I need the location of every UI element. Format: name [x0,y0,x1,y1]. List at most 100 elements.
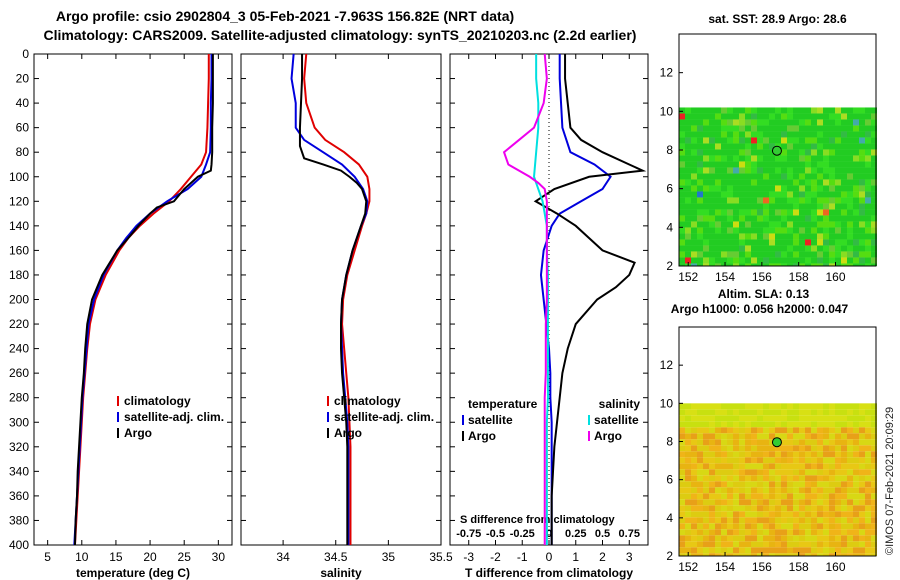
map-cell [751,137,757,144]
map-cell [823,161,829,168]
map-cell [847,119,853,126]
map-cell [835,179,841,186]
map-cell [769,107,775,114]
map-cell [847,409,853,416]
map-cell [817,445,823,452]
map-cell [715,137,721,144]
map-cell [829,535,835,542]
map-cell [751,487,757,494]
map-cell [733,505,739,512]
map-cell [781,517,787,524]
map-cell [697,481,703,488]
map-cell [853,427,859,434]
map-y-tick-label: 6 [666,182,673,196]
map-cell [721,239,727,246]
map-cell [733,499,739,506]
map-cell [781,113,787,120]
map-cell [769,517,775,524]
map-cell [781,511,787,518]
map-cell [709,245,715,252]
map-cell [727,167,733,174]
map-cell [871,421,877,428]
map-cell [751,415,757,422]
map-cell [859,251,865,258]
watermark: ©IMOS 07-Feb-2021 20:09:29 [884,407,896,555]
map-cell [835,113,841,120]
map-cell [763,215,769,222]
map-cell [751,517,757,524]
map-cell [787,125,793,132]
map-cell [865,517,871,524]
map-cell [757,137,763,144]
map-cell [697,125,703,132]
map-cell [853,179,859,186]
map-cell [847,149,853,156]
map-cell [685,505,691,512]
map-cell [763,421,769,428]
map-cell [769,191,775,198]
map-cell [835,511,841,518]
map-cell [727,155,733,162]
map-cell [787,113,793,120]
map-cell [715,415,721,422]
map-cell [769,137,775,144]
map-cell [805,505,811,512]
map-cell [817,517,823,524]
map-cell [859,475,865,482]
map-cell [853,469,859,476]
map-cell [685,523,691,530]
map-cell [703,107,709,114]
map-cell [865,173,871,180]
map-cell [703,427,709,434]
map-cell [715,245,721,252]
map-cell [745,137,751,144]
map-cell [817,143,823,150]
map-cell [799,137,805,144]
map-cell [721,553,727,556]
map-cell [739,457,745,464]
map-cell [823,113,829,120]
map-cell [841,463,847,470]
map-cell [733,457,739,464]
map-cell [751,529,757,536]
map-cell [721,523,727,530]
map-cell [709,221,715,228]
map-cell [775,481,781,488]
map-cell [811,233,817,240]
map-cell [727,487,733,494]
map-cell [715,553,721,556]
map-cell [703,415,709,422]
map-cell [805,481,811,488]
map-cell [793,143,799,150]
map-cell [853,221,859,228]
map-cell [775,125,781,132]
map-cell [685,233,691,240]
map-cell [685,209,691,216]
map-cell [835,523,841,530]
map-cell [859,167,865,174]
map-cell [733,427,739,434]
map-cell [823,167,829,174]
map-cell [799,427,805,434]
map-cell [697,227,703,234]
map-cell [697,185,703,192]
map-cell [685,457,691,464]
map-cell [823,553,829,556]
map-cell [727,409,733,416]
map-cell [715,541,721,548]
map-cell [703,523,709,530]
map-cell [787,409,793,416]
map-cell [691,107,697,114]
map-cell [769,523,775,530]
map-cell [685,221,691,228]
map-cell [697,529,703,536]
map-cell [775,119,781,126]
map-cell [769,161,775,168]
map-cell [817,221,823,228]
map-cell [769,421,775,428]
map-x-tick-label: 158 [789,270,809,284]
map-cell [691,149,697,156]
map-cell [793,131,799,138]
map-cell [865,523,871,530]
map-cell [721,161,727,168]
